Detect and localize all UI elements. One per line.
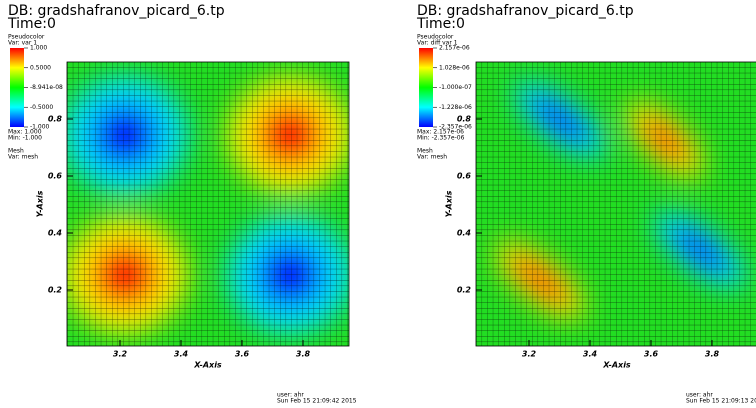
legend-min: Min: -1.000 bbox=[8, 135, 42, 142]
legend-mesh: Mesh bbox=[8, 148, 24, 155]
y-axis-title: Y-Axis bbox=[36, 190, 45, 217]
legend-mesh-var: Var: mesh bbox=[8, 154, 38, 161]
legend-plot: Pseudocolor bbox=[417, 34, 454, 41]
color-bar bbox=[419, 48, 433, 127]
y-tick-label: 0.2 bbox=[457, 286, 472, 295]
plot-frame bbox=[475, 61, 756, 347]
date-stamp: Sun Feb 15 21:09:13 201 bbox=[686, 398, 756, 405]
legend-var: Var: diff var 1 bbox=[417, 40, 458, 47]
x-tick-label: 3.8 bbox=[296, 350, 311, 359]
field-right bbox=[476, 62, 756, 346]
legend-min: Min: -2.357e-06 bbox=[417, 135, 465, 142]
color-bar-label: -1.000 bbox=[30, 124, 50, 131]
plot-frame bbox=[66, 61, 350, 347]
time-label: Time:0 bbox=[7, 16, 56, 32]
color-bar-label: -8.941e-08 bbox=[30, 84, 63, 91]
color-bar-label: -2.357e-06 bbox=[439, 124, 472, 131]
y-tick-label: 0.4 bbox=[48, 229, 63, 238]
x-tick-label: 3.4 bbox=[174, 350, 189, 359]
x-axis-title: X-Axis bbox=[602, 361, 631, 370]
legend-max: Max: 1.000 bbox=[8, 129, 42, 136]
y-tick-label: 0.6 bbox=[48, 172, 63, 181]
field-left bbox=[67, 62, 349, 346]
y-tick-label: 0.8 bbox=[457, 115, 472, 124]
user-stamp: user: ahr bbox=[686, 392, 713, 399]
x-tick-label: 3.4 bbox=[583, 350, 598, 359]
user-stamp: user: ahr bbox=[277, 392, 304, 399]
db-title: DB: gradshafranov_picard_6.tp bbox=[417, 3, 634, 19]
color-bar-label: 2.157e-06 bbox=[439, 45, 470, 52]
db-title: DB: gradshafranov_picard_6.tp bbox=[8, 3, 225, 19]
y-tick-label: 0.8 bbox=[48, 115, 63, 124]
x-tick-label: 3.2 bbox=[522, 350, 537, 359]
legend-max: Max: 2.157e-06 bbox=[417, 129, 464, 136]
color-bar-label: -1.000e-07 bbox=[439, 84, 472, 91]
color-bar-label: 0.5000 bbox=[30, 64, 51, 71]
legend-plot: Pseudocolor bbox=[8, 34, 45, 41]
color-bar-label: 1.000 bbox=[30, 45, 47, 52]
x-tick-label: 3.6 bbox=[644, 350, 659, 359]
x-tick-label: 3.8 bbox=[705, 350, 720, 359]
y-axis-title: Y-Axis bbox=[445, 190, 454, 217]
y-tick-label: 0.4 bbox=[457, 229, 472, 238]
color-bar-label: -0.5000 bbox=[30, 104, 53, 111]
legend-mesh-var: Var: mesh bbox=[417, 154, 447, 161]
y-tick-label: 0.2 bbox=[48, 286, 63, 295]
date-stamp: Sun Feb 15 21:09:42 2015 bbox=[277, 398, 357, 405]
x-tick-label: 3.6 bbox=[235, 350, 250, 359]
x-tick-label: 3.2 bbox=[113, 350, 128, 359]
color-bar bbox=[10, 48, 24, 127]
color-bar-label: -1.228e-06 bbox=[439, 104, 472, 111]
y-tick-label: 0.6 bbox=[457, 172, 472, 181]
legend-var: Var: var 1 bbox=[8, 40, 37, 47]
legend-mesh: Mesh bbox=[417, 148, 433, 155]
x-axis-title: X-Axis bbox=[193, 361, 222, 370]
time-label: Time:0 bbox=[416, 16, 465, 32]
color-bar-label: 1.028e-06 bbox=[439, 64, 470, 71]
